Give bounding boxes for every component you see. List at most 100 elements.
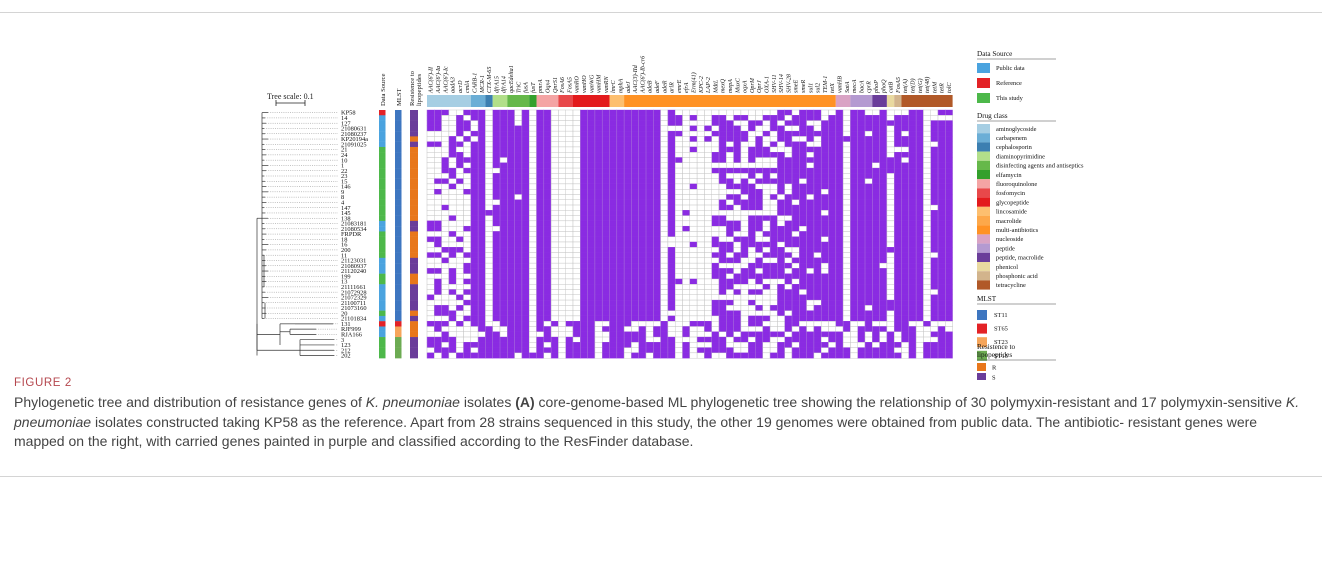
gene-matrix-cell [470, 241, 479, 248]
gene-matrix-cell [653, 136, 661, 142]
gene-matrix-cell [886, 241, 895, 248]
gene-matrix-cell [879, 273, 888, 280]
gene-matrix-cell [769, 120, 778, 127]
gene-matrix-cell [923, 310, 931, 317]
gene-matrix-cell [937, 178, 946, 185]
gene-matrix-cell [602, 109, 610, 116]
lipopeptide-cell [410, 131, 418, 137]
gene-matrix-cell [587, 342, 596, 348]
gene-matrix-cell [499, 136, 508, 142]
gene-matrix-cell [835, 183, 844, 190]
gene-matrix-cell [696, 183, 705, 190]
gene-matrix-cell [492, 115, 501, 121]
gene-matrix-cell [631, 241, 639, 248]
gene-matrix-cell [689, 210, 698, 216]
gene-matrix-cell [682, 268, 690, 274]
gene-matrix-cell [784, 130, 793, 137]
gene-matrix-cell [609, 146, 617, 153]
gene-matrix-cell [667, 236, 676, 243]
gene-matrix-cell [937, 125, 946, 132]
gene-matrix-cell [543, 141, 552, 148]
gene-matrix-cell [587, 194, 596, 200]
gene-matrix-cell [521, 189, 530, 195]
gene-matrix-cell [602, 115, 610, 121]
caption-run: K. pneumoniae [14, 394, 1300, 430]
gene-matrix-cell [456, 289, 464, 295]
gene-matrix-cell [872, 178, 880, 185]
gene-matrix-cell [908, 146, 917, 153]
gene-matrix-cell [879, 278, 888, 285]
gene-matrix-cell [762, 136, 771, 142]
gene-matrix-cell [580, 299, 588, 306]
gene-matrix-cell [426, 220, 435, 227]
gene-matrix-cell [864, 299, 873, 306]
gene-matrix-cell [857, 167, 866, 174]
gene-matrix-cell [784, 294, 793, 301]
gene-matrix-cell [514, 183, 523, 190]
gene-matrix-cell [908, 278, 917, 285]
gene-matrix-cell [594, 204, 603, 211]
gene-matrix-cell [616, 326, 625, 332]
gene-matrix-cell [653, 326, 661, 332]
gene-matrix-cell [485, 189, 493, 195]
gene-matrix-cell [609, 278, 617, 285]
gene-matrix-cell [594, 215, 603, 222]
gene-matrix-cell [813, 273, 822, 280]
gene-matrix-cell [813, 183, 822, 190]
gene-matrix-cell [923, 162, 931, 169]
gene-matrix-cell [791, 231, 800, 237]
gene-matrix-cell [529, 152, 537, 158]
gene-matrix-cell [667, 183, 676, 190]
gene-matrix-cell [901, 241, 909, 248]
gene-matrix-cell [645, 141, 654, 148]
gene-matrix-cell [550, 141, 559, 148]
gene-matrix-cell [908, 173, 917, 179]
gene-matrix-cell [704, 257, 712, 264]
gene-matrix-cell [543, 241, 552, 248]
gene-matrix-cell [879, 284, 888, 290]
gene-matrix-cell [426, 257, 435, 264]
gene-matrix-cell [514, 204, 523, 211]
data-source-cell [379, 352, 386, 359]
gene-matrix-cell [915, 336, 924, 343]
gene-matrix-cell [587, 257, 596, 264]
gene-matrix-cell [434, 241, 442, 248]
gene-matrix-cell [945, 310, 953, 317]
gene-matrix-cell [806, 257, 815, 264]
gene-matrix-cell [638, 178, 647, 185]
gene-matrix-cell [726, 273, 734, 280]
gene-matrix-cell [755, 273, 763, 280]
gene-matrix-cell [711, 331, 720, 338]
gene-matrix-cell [602, 231, 610, 237]
gene-matrix-cell [521, 247, 530, 253]
gene-matrix-cell [521, 315, 530, 322]
gene-matrix-cell [477, 173, 486, 179]
gene-matrix-cell [689, 305, 698, 311]
gene-matrix-cell [521, 236, 530, 243]
gene-matrix-cell [558, 225, 566, 232]
gene-label: vanHO [582, 75, 588, 93]
isolate-label: 21123031 [341, 258, 366, 265]
gene-matrix-cell [609, 189, 617, 195]
gene-matrix-cell [872, 236, 880, 243]
gene-matrix-cell [594, 321, 603, 327]
gene-matrix-cell [908, 262, 917, 269]
gene-matrix-cell [726, 262, 734, 269]
gene-matrix-cell [696, 152, 705, 158]
gene-matrix-cell [704, 189, 712, 195]
gene-matrix-cell [441, 331, 450, 338]
gene-matrix-cell [864, 310, 873, 317]
gene-matrix-cell [558, 210, 566, 216]
gene-matrix-cell [565, 342, 574, 348]
gene-matrix-cell [660, 241, 669, 248]
gene-label: SHV-14 [779, 74, 785, 93]
gene-matrix-cell [850, 120, 858, 127]
gene-matrix-cell [945, 183, 953, 190]
gene-matrix-cell [799, 141, 807, 148]
gene-matrix-cell [616, 225, 625, 232]
gene-matrix-cell [572, 194, 581, 200]
gene-matrix-cell [682, 157, 690, 163]
gene-matrix-cell [762, 315, 771, 322]
gene-matrix-cell [426, 321, 435, 327]
gene-matrix-cell [740, 130, 749, 137]
